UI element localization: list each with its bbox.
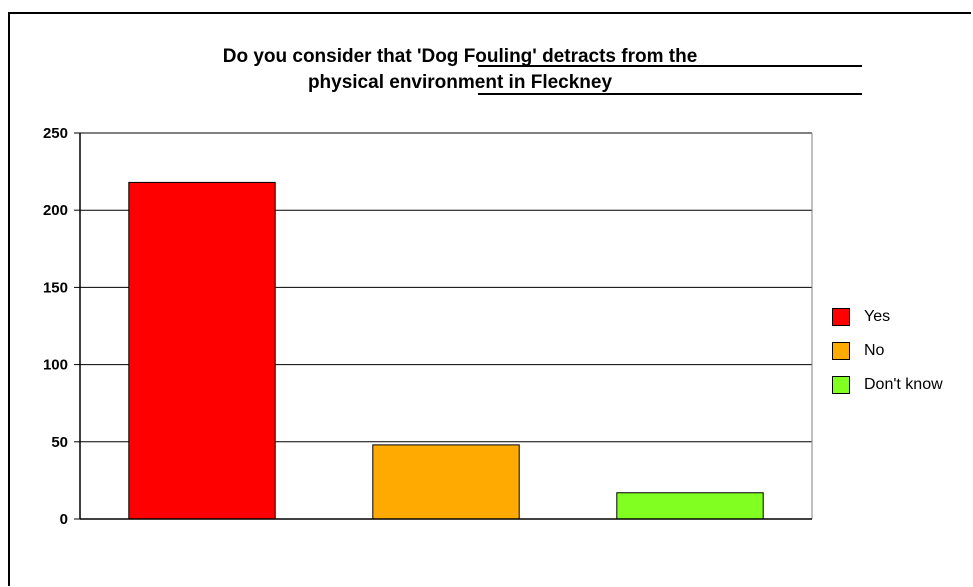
y-tick-label-50: 50	[51, 434, 68, 451]
bar-yes	[128, 181, 276, 520]
bars	[128, 181, 764, 520]
legend-item-yes: Yes	[832, 300, 943, 334]
legend-label-yes: Yes	[864, 308, 891, 325]
bar-don-t-know	[616, 492, 764, 520]
legend-swatch-no	[832, 342, 850, 360]
y-tick-label-250: 250	[43, 125, 68, 142]
legend-label-no: No	[864, 342, 885, 359]
legend-item-no: No	[832, 334, 943, 368]
legend-label-dont-know: Don't know	[864, 376, 943, 393]
chart-title-line-2: physical environment in Fleckney	[307, 72, 613, 93]
y-tick-labels: 0 50 100 150 200 250	[43, 125, 68, 528]
chart-title-line-1: Do you consider that 'Dog Fouling' detra…	[222, 46, 698, 67]
axes	[74, 132, 813, 520]
y-tick-label-150: 150	[43, 279, 68, 296]
legend-item-dont-know: Don't know	[832, 368, 943, 402]
legend: Yes No Don't know	[832, 300, 943, 402]
y-tick-label-0: 0	[60, 511, 68, 528]
y-tick-label-100: 100	[43, 357, 68, 374]
bar-no	[372, 444, 520, 520]
chart-frame	[8, 12, 971, 586]
y-tick-label-200: 200	[43, 202, 68, 219]
legend-swatch-dont-know	[832, 376, 850, 394]
legend-swatch-yes	[832, 308, 850, 326]
title-underline-1	[478, 65, 862, 67]
title-underline-2	[478, 93, 862, 95]
chart-title: Do you consider that 'Dog Fouling' detra…	[130, 44, 790, 96]
